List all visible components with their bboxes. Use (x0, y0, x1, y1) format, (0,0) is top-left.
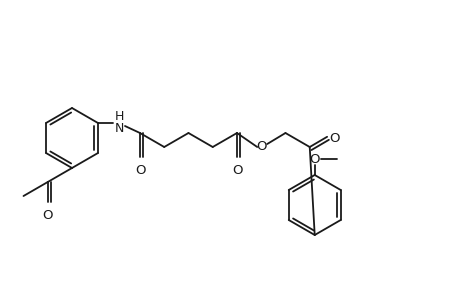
Text: O: O (309, 152, 319, 166)
Text: O: O (328, 132, 339, 145)
Text: O: O (232, 164, 243, 177)
Text: H
N: H N (114, 110, 123, 134)
Text: O: O (135, 164, 146, 177)
Text: O: O (42, 208, 53, 222)
Text: O: O (255, 140, 266, 152)
